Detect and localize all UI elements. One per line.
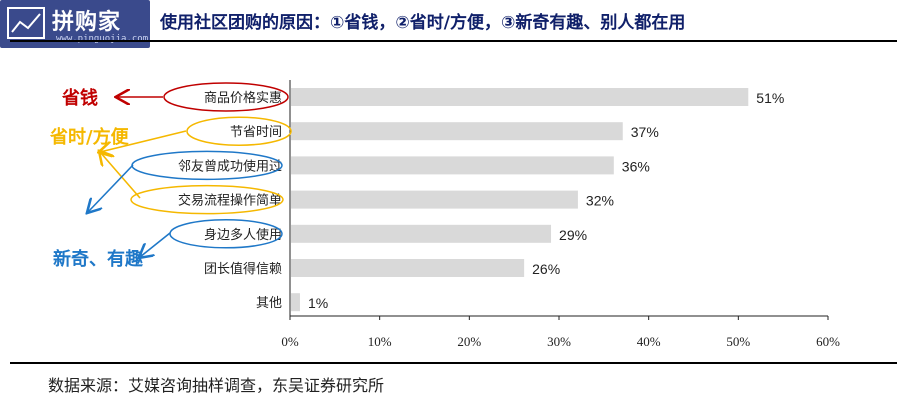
x-tick-label: 40% — [637, 334, 661, 349]
bar-0 — [291, 88, 749, 106]
x-tick-label: 0% — [281, 334, 299, 349]
arrow-save-time — [100, 152, 141, 199]
category-label: 身边多人使用 — [204, 227, 282, 243]
x-tick-label: 10% — [368, 334, 392, 349]
value-label: 1% — [308, 295, 328, 311]
value-label: 51% — [756, 90, 784, 106]
logo-url: www.pinguojia.com — [56, 34, 149, 44]
bar-6 — [291, 293, 300, 312]
title-divider — [10, 40, 897, 42]
source-note: 数据来源：艾媒咨询抽样调查，东吴证券研究所 — [48, 376, 385, 395]
source-divider — [10, 362, 897, 364]
annotation-save-time: 省时/方便 — [49, 126, 130, 148]
chart-logo-icon — [7, 7, 45, 39]
category-label: 其他 — [256, 296, 282, 311]
arrow-novelty — [140, 232, 171, 257]
value-label: 37% — [631, 124, 659, 140]
category-label: 交易流程操作简单 — [178, 193, 282, 209]
value-label: 26% — [532, 261, 560, 277]
logo-text: 拼购家 — [52, 10, 122, 35]
x-tick-label: 50% — [726, 334, 750, 349]
annotation-save-money: 省钱 — [61, 87, 98, 109]
annotation-ellipse-save-time — [130, 184, 284, 215]
page-title: 使用社区团购的原因：①省钱，②省时/方便，③新奇有趣、别人都在用 — [160, 13, 686, 33]
x-tick-label: 60% — [816, 334, 840, 349]
category-label: 团长值得信赖 — [204, 261, 282, 277]
annotation-ellipse-save-time — [186, 116, 292, 146]
category-label: 节省时间 — [230, 125, 282, 140]
annotation-ellipse-save-money — [163, 82, 289, 112]
x-tick-label: 20% — [457, 334, 481, 349]
annotation-novelty: 新奇、有趣 — [53, 248, 144, 270]
bar-4 — [291, 224, 552, 243]
bar-3 — [291, 190, 578, 209]
bar-1 — [291, 122, 623, 141]
arrow-save-time — [100, 130, 187, 152]
value-label: 29% — [559, 227, 587, 243]
category-label: 邻友曾成功使用过 — [178, 158, 282, 174]
arrow-novelty — [88, 164, 134, 212]
value-label: 32% — [586, 193, 614, 209]
bar-5 — [291, 259, 525, 277]
bar-2 — [291, 156, 614, 175]
x-tick-label: 30% — [547, 334, 571, 349]
category-label: 商品价格实惠 — [204, 90, 282, 106]
value-label: 36% — [622, 158, 650, 174]
